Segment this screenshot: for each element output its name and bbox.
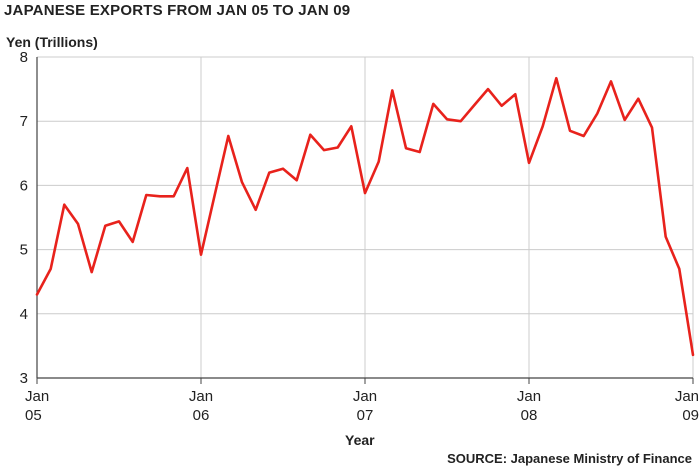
y-tick-label: 7	[20, 113, 28, 130]
y-tick-label: 4	[20, 306, 28, 323]
y-axis-label: Yen (Trillions)	[6, 34, 98, 50]
x-tick-label: Jan	[675, 388, 699, 405]
x-tick-label: Jan	[25, 388, 49, 405]
source-note: SOURCE: Japanese Ministry of Finance	[447, 451, 692, 466]
x-axis-label: Year	[345, 432, 375, 448]
x-tick-label: Jan	[353, 388, 377, 405]
y-tick-label: 8	[20, 49, 28, 66]
y-tick-label: 3	[20, 370, 28, 387]
x-tick-label: Jan	[517, 388, 541, 405]
x-tick-label: 06	[193, 407, 210, 424]
x-tick-label: 05	[25, 407, 42, 424]
chart-title: JAPANESE EXPORTS FROM JAN 05 TO JAN 09	[4, 2, 351, 19]
x-tick-label: 09	[682, 407, 699, 424]
y-tick-label: 5	[20, 242, 28, 259]
y-tick-label: 6	[20, 177, 28, 194]
exports-line	[35, 76, 695, 357]
x-tick-label: Jan	[189, 388, 213, 405]
x-tick-label: 08	[521, 407, 538, 424]
x-tick-label: 07	[357, 407, 374, 424]
